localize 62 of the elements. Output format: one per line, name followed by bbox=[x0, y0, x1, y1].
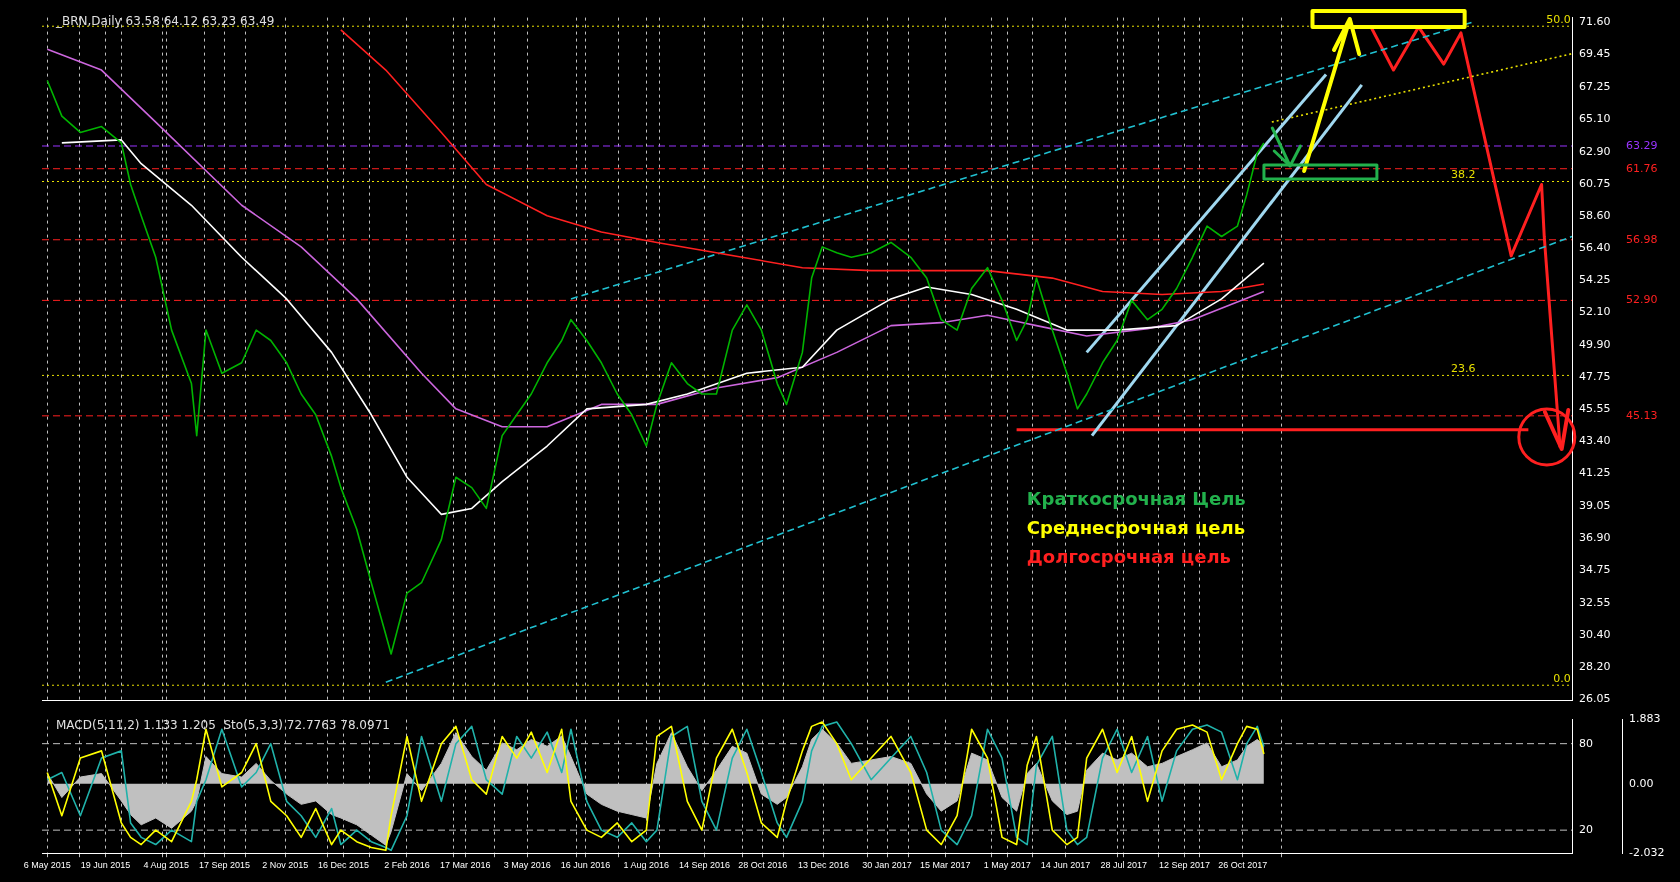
x-tick-label: 17 Mar 2016 bbox=[439, 860, 491, 871]
y-tick-label: 34.75 bbox=[1579, 562, 1611, 576]
annotation: Среднесрочная цель bbox=[1026, 517, 1246, 538]
y-tick-label: 52.10 bbox=[1579, 305, 1611, 319]
y-tick-label: 36.90 bbox=[1579, 530, 1611, 544]
x-tick-label: 16 Dec 2015 bbox=[317, 860, 370, 871]
chart-title: MACD(5,11,2) 1.133 1.205 Sto(5,3,3) 72.7763 78.0971 bbox=[56, 718, 390, 732]
x-tick-label: 6 May 2015 bbox=[23, 860, 71, 871]
x-tick-label: 13 Dec 2016 bbox=[798, 860, 850, 871]
y-tick-label: 26.05 bbox=[1579, 692, 1611, 706]
y-tick-label: 1.883 bbox=[1629, 712, 1661, 726]
annotation: Краткосрочная Цель bbox=[1026, 488, 1246, 509]
y-tick-label: 58.60 bbox=[1579, 208, 1611, 222]
x-tick-label: 14 Jun 2017 bbox=[1040, 860, 1091, 871]
x-tick-label: 3 May 2016 bbox=[503, 860, 551, 871]
y-tick-label: 30.40 bbox=[1579, 627, 1611, 641]
y-tick-label: 45.55 bbox=[1579, 402, 1611, 416]
y-tick-label: 43.40 bbox=[1579, 434, 1611, 448]
y-tick-label: 67.25 bbox=[1579, 80, 1611, 93]
annotation: 23.6 bbox=[1450, 361, 1476, 375]
y-tick-label: 56.40 bbox=[1579, 241, 1611, 255]
x-tick-label: 12 Sep 2017 bbox=[1159, 860, 1211, 871]
x-tick-label: 14 Sep 2016 bbox=[678, 860, 731, 871]
y2-tick-label: 20 bbox=[1579, 823, 1593, 836]
x-tick-label: 15 Mar 2017 bbox=[919, 860, 971, 871]
x-tick-label: 2 Feb 2016 bbox=[384, 860, 430, 871]
ref-line-label: 52.90 bbox=[1626, 293, 1658, 307]
x-tick-label: 1 Aug 2016 bbox=[623, 860, 670, 871]
y-tick-label: 54.25 bbox=[1579, 273, 1611, 287]
y-tick-label: -2.032 bbox=[1629, 846, 1665, 860]
x-tick-label: 28 Jul 2017 bbox=[1100, 860, 1147, 871]
x-tick-label: 28 Oct 2016 bbox=[738, 860, 788, 871]
chart-title: _BRN,Daily 63.58 64.12 63.23 63.49 bbox=[56, 14, 275, 28]
y-tick-label: 39.05 bbox=[1579, 499, 1611, 513]
y-tick-label: 41.25 bbox=[1579, 466, 1611, 480]
y-tick-label: 62.90 bbox=[1579, 144, 1611, 158]
ref-line-label: 61.76 bbox=[1626, 161, 1658, 175]
y-tick-label: 60.75 bbox=[1579, 176, 1611, 190]
y-tick-label: 71.60 bbox=[1579, 15, 1611, 29]
annotation: 50.0 bbox=[1546, 12, 1571, 26]
ref-line-label: 63.29 bbox=[1626, 138, 1658, 152]
y-tick-label: 0.00 bbox=[1629, 776, 1654, 790]
x-tick-label: 16 Jun 2016 bbox=[560, 860, 611, 871]
ref-line-label: 56.98 bbox=[1626, 232, 1658, 246]
y2-tick-label: 80 bbox=[1579, 736, 1593, 750]
x-tick-label: 4 Aug 2015 bbox=[143, 860, 190, 871]
y-tick-label: 32.55 bbox=[1579, 595, 1611, 609]
y-tick-label: 47.75 bbox=[1579, 369, 1611, 383]
y-tick-label: 69.45 bbox=[1579, 47, 1611, 61]
x-tick-label: 1 May 2017 bbox=[983, 860, 1031, 871]
x-tick-label: 30 Jan 2017 bbox=[862, 860, 912, 871]
y-tick-label: 65.10 bbox=[1579, 111, 1611, 125]
x-tick-label: 2 Nov 2015 bbox=[262, 860, 309, 871]
x-tick-label: 17 Sep 2015 bbox=[198, 860, 251, 871]
y-tick-label: 28.20 bbox=[1579, 660, 1611, 674]
x-tick-label: 26 Oct 2017 bbox=[1218, 860, 1268, 871]
annotation: Долгосрочная цель bbox=[1026, 546, 1231, 567]
ref-line-label: 45.13 bbox=[1626, 408, 1658, 422]
annotation: 0.0 bbox=[1553, 671, 1571, 685]
annotation: 38.2 bbox=[1450, 167, 1476, 181]
x-tick-label: 19 Jun 2015 bbox=[80, 860, 131, 871]
y-tick-label: 49.90 bbox=[1579, 337, 1611, 351]
